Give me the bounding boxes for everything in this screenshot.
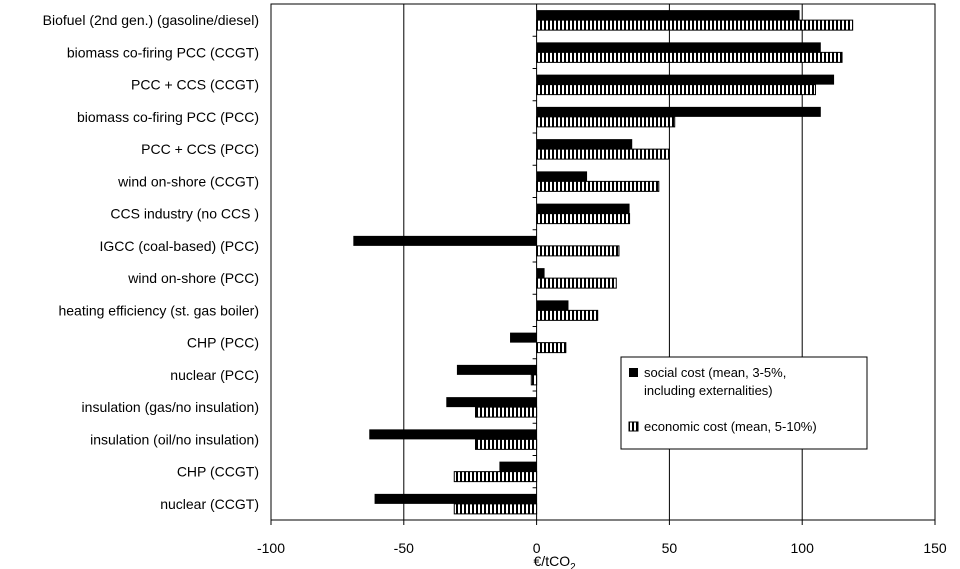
bar-economic-cost <box>536 51 843 63</box>
bar-economic-cost <box>453 471 538 483</box>
bar-economic-cost <box>536 148 670 160</box>
x-tick-label: 50 <box>662 540 678 556</box>
bar-social-cost <box>446 397 537 408</box>
legend-label-economic-cost: economic cost (mean, 5-10%) <box>644 419 817 434</box>
x-tick-label: -100 <box>257 540 285 556</box>
bar-economic-cost <box>475 438 538 450</box>
bar-economic-cost <box>536 116 676 128</box>
category-label: biomass co-firing PCC (PCC) <box>77 109 259 125</box>
bar-social-cost <box>510 332 537 343</box>
category-label: wind on-shore (CCGT) <box>117 173 259 189</box>
x-tick-label: 100 <box>791 540 815 556</box>
bar-economic-cost <box>536 19 854 31</box>
category-label: biomass co-firing PCC (CCGT) <box>67 44 259 60</box>
legend-swatch-social-cost <box>629 368 638 377</box>
bar-social-cost <box>374 493 537 504</box>
category-label: insulation (gas/no insulation) <box>82 399 259 415</box>
category-label: PCC + CCS (CCGT) <box>131 77 259 93</box>
category-label: IGCC (coal-based) (PCC) <box>100 238 259 254</box>
bar-social-cost <box>536 300 569 311</box>
x-tick-label: -50 <box>394 540 414 556</box>
bar-social-cost <box>536 74 835 85</box>
bar-social-cost <box>536 42 821 53</box>
bar-social-cost <box>536 106 821 117</box>
category-label: insulation (oil/no insulation) <box>90 431 259 447</box>
x-tick-labels: -100 -50 0 50 100 150 <box>257 520 947 556</box>
x-tick-label: 150 <box>923 540 947 556</box>
plot-area <box>270 3 936 521</box>
bar-economic-cost <box>536 309 599 321</box>
bar-economic-cost <box>536 342 567 354</box>
bar-social-cost <box>456 364 537 375</box>
bar-social-cost <box>536 203 630 214</box>
category-label: CCS industry (no CCS ) <box>110 206 259 222</box>
category-label: PCC + CCS (PCC) <box>141 141 259 157</box>
bar-social-cost <box>353 235 537 246</box>
category-label: heating efficiency (st. gas boiler) <box>58 302 259 318</box>
bar-economic-cost <box>530 374 538 386</box>
bar-social-cost <box>536 268 545 279</box>
bar-economic-cost <box>536 180 660 192</box>
bar-social-cost <box>536 10 800 21</box>
category-label: CHP (PCC) <box>187 335 259 351</box>
bar-social-cost <box>536 139 633 150</box>
x-axis-title-base: €/tCO <box>534 553 571 569</box>
x-tick-label: 0 <box>533 540 541 556</box>
category-label: CHP (CCGT) <box>177 464 259 480</box>
bar-economic-cost <box>536 213 631 225</box>
x-axis-title: €/tCO2 <box>534 553 577 569</box>
category-label: nuclear (CCGT) <box>160 496 259 512</box>
category-label: Biofuel (2nd gen.) (gasoline/diesel) <box>43 12 259 28</box>
bars <box>353 3 854 515</box>
legend-box <box>620 356 868 450</box>
x-axis-title-subscript: 2 <box>570 562 576 569</box>
bar-social-cost <box>536 171 588 182</box>
bar-social-cost <box>369 429 537 440</box>
category-label: wind on-shore (PCC) <box>127 270 259 286</box>
bar-economic-cost <box>536 245 620 257</box>
category-labels: Biofuel (2nd gen.) (gasoline/diesel) biom… <box>43 12 259 512</box>
bar-social-cost <box>499 461 537 472</box>
legend-label-social-cost-cont: including externalities) <box>644 383 773 398</box>
bar-economic-cost <box>536 277 617 289</box>
bar-economic-cost <box>536 84 816 96</box>
legend: social cost (mean, 3-5%, including exter… <box>620 356 868 450</box>
legend-label-social-cost: social cost (mean, 3-5%, <box>644 365 786 380</box>
bar-economic-cost <box>475 406 538 418</box>
legend-swatch-economic-cost <box>628 421 639 432</box>
category-label: nuclear (PCC) <box>170 367 259 383</box>
bar-economic-cost <box>453 503 538 515</box>
